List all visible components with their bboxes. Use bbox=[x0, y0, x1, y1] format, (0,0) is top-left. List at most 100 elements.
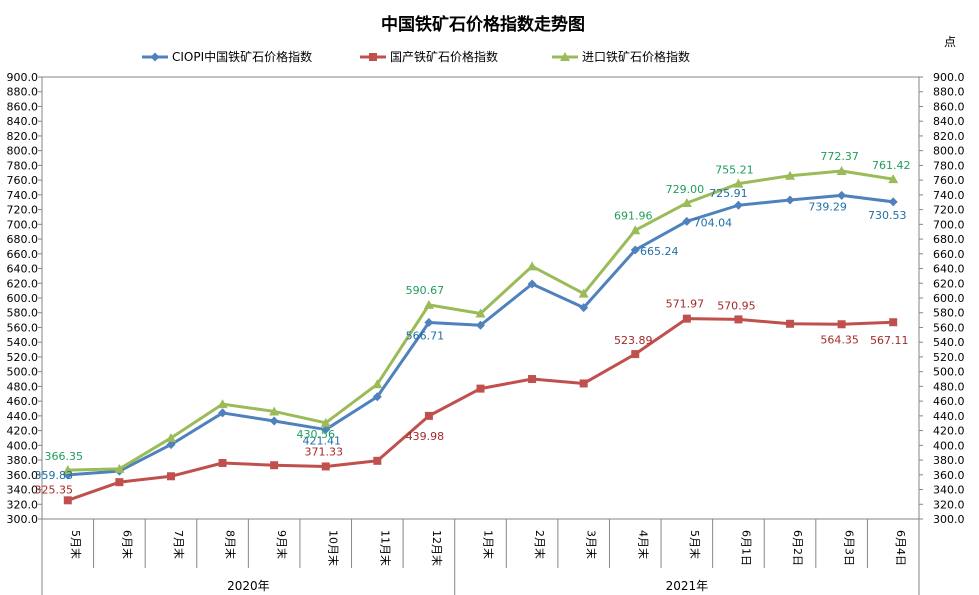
data-point bbox=[630, 245, 640, 255]
y-tick-label-left: 320.0 bbox=[7, 498, 39, 511]
y-tick-label-left: 300.0 bbox=[7, 513, 39, 526]
data-point bbox=[889, 318, 898, 327]
y-tick-label-left: 540.0 bbox=[7, 336, 39, 349]
y-tick-label-right: 580.0 bbox=[933, 307, 965, 320]
y-tick-label-right: 860.0 bbox=[933, 100, 965, 113]
data-point bbox=[476, 320, 485, 330]
data-point bbox=[372, 392, 382, 402]
data-label: 730.53 bbox=[868, 209, 907, 222]
series-group bbox=[62, 166, 899, 505]
data-point bbox=[734, 315, 743, 324]
y-tick-label-left: 880.0 bbox=[7, 86, 39, 99]
x-tick-label: 12月末 bbox=[430, 530, 444, 566]
data-label: 729.00 bbox=[666, 183, 705, 196]
y-tick-label-right: 340.0 bbox=[933, 484, 965, 497]
data-point bbox=[786, 319, 795, 328]
legend-label: 进口铁矿石价格指数 bbox=[582, 49, 690, 64]
data-point bbox=[372, 379, 383, 389]
data-point bbox=[837, 190, 847, 200]
x-tick-label: 2月末 bbox=[533, 530, 547, 559]
series-line bbox=[67, 317, 894, 502]
data-point bbox=[579, 303, 589, 313]
data-point bbox=[578, 288, 589, 298]
data-point bbox=[165, 432, 176, 442]
chart-title: 中国铁矿石价格指数走势图 bbox=[381, 14, 585, 35]
y-tick-label-right: 480.0 bbox=[933, 380, 965, 393]
y-tick-label-left: 700.0 bbox=[7, 218, 39, 231]
data-point bbox=[682, 216, 692, 226]
data-point bbox=[682, 314, 691, 323]
y-tick-label-right: 700.0 bbox=[933, 218, 965, 231]
data-point bbox=[218, 459, 227, 468]
x-tick-label: 6月3日 bbox=[843, 530, 856, 566]
data-label: 421.41 bbox=[302, 435, 341, 448]
data-label: 665.24 bbox=[640, 245, 679, 258]
y-tick-label-left: 520.0 bbox=[7, 351, 39, 364]
legend-label: CIOPI中国铁矿石价格指数 bbox=[172, 49, 312, 64]
data-label: 725.91 bbox=[709, 187, 748, 200]
data-point bbox=[115, 478, 124, 487]
data-label: 439.98 bbox=[406, 430, 445, 443]
y-tick-label-left: 560.0 bbox=[7, 321, 39, 334]
data-point bbox=[114, 463, 125, 473]
y-tick-label-right: 540.0 bbox=[933, 336, 965, 349]
y-tick-label-right: 460.0 bbox=[933, 395, 965, 408]
year-group-label: 2020年 bbox=[227, 579, 270, 593]
y-tick-label-right: 400.0 bbox=[933, 439, 965, 452]
data-point bbox=[373, 456, 382, 465]
y-tick-label-left: 740.0 bbox=[7, 189, 39, 202]
unit-label: 点 bbox=[944, 35, 956, 49]
y-tick-label-right: 760.0 bbox=[933, 174, 965, 187]
x-tick-label: 6月1日 bbox=[739, 530, 752, 566]
data-point bbox=[269, 416, 279, 426]
data-point bbox=[270, 461, 279, 470]
y-tick-label-right: 880.0 bbox=[933, 86, 965, 99]
y-tick-label-left: 780.0 bbox=[7, 159, 39, 172]
y-tick-label-right: 520.0 bbox=[933, 351, 965, 364]
year-group-label: 2021年 bbox=[666, 579, 709, 593]
series-1 bbox=[63, 314, 898, 505]
data-point bbox=[166, 440, 176, 450]
x-tick-label: 7月末 bbox=[172, 530, 186, 559]
y-tick-label-left: 360.0 bbox=[7, 469, 39, 482]
y-tick-label-right: 420.0 bbox=[933, 425, 965, 438]
x-tick-label: 10月末 bbox=[327, 530, 341, 566]
data-label: 430.56 bbox=[296, 428, 335, 441]
y-tick-label-left: 660.0 bbox=[7, 248, 39, 261]
legend-item-2: 进口铁矿石价格指数 bbox=[552, 49, 690, 64]
data-point bbox=[579, 379, 588, 388]
data-point bbox=[888, 197, 898, 207]
y-tick-label-left: 340.0 bbox=[7, 484, 39, 497]
data-point bbox=[785, 170, 796, 180]
y-tick-label-left: 580.0 bbox=[7, 307, 39, 320]
y-tick-label-right: 720.0 bbox=[933, 204, 965, 217]
data-point bbox=[631, 350, 640, 359]
x-tick-label: 9月末 bbox=[275, 530, 289, 559]
data-label: 571.97 bbox=[666, 298, 705, 311]
data-point bbox=[888, 174, 899, 184]
y-tick-label-right: 300.0 bbox=[933, 513, 965, 526]
data-point bbox=[476, 384, 485, 393]
data-point bbox=[424, 318, 434, 328]
x-tick-label: 8月末 bbox=[224, 530, 238, 559]
data-point bbox=[217, 399, 228, 409]
y-tick-label-left: 800.0 bbox=[7, 145, 39, 158]
data-label: 523.89 bbox=[614, 334, 653, 347]
y-tick-label-right: 600.0 bbox=[933, 292, 965, 305]
data-label: 761.42 bbox=[872, 159, 911, 172]
data-point bbox=[733, 178, 744, 188]
y-tick-label-right: 820.0 bbox=[933, 130, 965, 143]
y-tick-label-left: 760.0 bbox=[7, 174, 39, 187]
x-tick-label: 6月4日 bbox=[894, 530, 907, 566]
data-label: 590.67 bbox=[406, 284, 445, 297]
y-tick-label-left: 400.0 bbox=[7, 439, 39, 452]
data-point bbox=[62, 465, 73, 475]
data-point bbox=[475, 308, 486, 318]
legend-item-1: 国产铁矿石价格指数 bbox=[360, 49, 498, 64]
y-tick-label-right: 360.0 bbox=[933, 469, 965, 482]
x-tick-label: 6月末 bbox=[120, 530, 134, 559]
data-point bbox=[528, 375, 537, 384]
y-tick-label-right: 900.0 bbox=[933, 71, 965, 84]
legend-item-0: CIOPI中国铁矿石价格指数 bbox=[142, 49, 312, 64]
